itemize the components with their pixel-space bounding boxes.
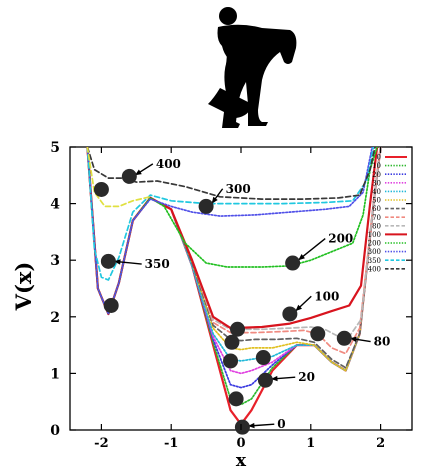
y-tick-label: 3 bbox=[50, 253, 60, 269]
legend-label-200: 200 bbox=[368, 240, 381, 248]
legend-label-60: 60 bbox=[372, 205, 381, 213]
marker-layer bbox=[93, 168, 352, 435]
legend-label-30: 30 bbox=[372, 179, 381, 187]
series-line-400 bbox=[86, 147, 376, 200]
y-tick-label: 2 bbox=[50, 310, 60, 326]
ball-marker bbox=[228, 391, 244, 407]
annotation-arrowhead-100 bbox=[295, 304, 303, 312]
legend-label-100: 100 bbox=[368, 231, 381, 239]
legend-label-350: 350 bbox=[368, 257, 381, 265]
y-tick-label: 4 bbox=[50, 197, 60, 213]
ball-marker bbox=[234, 419, 250, 435]
ball-marker bbox=[223, 353, 239, 369]
annotation-label-200: 200 bbox=[328, 232, 353, 246]
y-axis-label: V(x) bbox=[11, 262, 36, 312]
annotation-label-350: 350 bbox=[145, 257, 170, 271]
legend-label-50: 50 bbox=[372, 197, 381, 205]
legend-label-300: 300 bbox=[368, 248, 381, 256]
legend-label-80: 80 bbox=[372, 222, 381, 230]
ball-marker bbox=[336, 330, 352, 346]
annotation-arrowhead-350 bbox=[113, 259, 121, 265]
legend-label-0: 0 bbox=[377, 154, 381, 162]
series-line-350 bbox=[86, 147, 375, 281]
ball-marker bbox=[100, 253, 116, 269]
series-line-unnamed-14 bbox=[86, 147, 152, 208]
legend-label-20: 20 bbox=[372, 171, 381, 179]
x-tick-label: 2 bbox=[376, 436, 385, 451]
plot-frame bbox=[69, 146, 413, 431]
annotation-label-80: 80 bbox=[374, 335, 391, 349]
annotation-arrowhead-400 bbox=[134, 169, 142, 176]
x-tick-label: -2 bbox=[94, 436, 108, 451]
x-tick-label: 0 bbox=[236, 436, 245, 451]
legend-label-10: 10 bbox=[372, 162, 381, 170]
ball-marker bbox=[310, 326, 326, 342]
ball-marker bbox=[121, 168, 137, 184]
ball-marker bbox=[230, 321, 246, 337]
ball-marker bbox=[224, 334, 240, 350]
ball-marker bbox=[285, 255, 301, 271]
annotation-arrowhead-300 bbox=[211, 196, 218, 204]
annotation-label-100: 100 bbox=[314, 289, 339, 303]
shoveling-person-icon bbox=[208, 7, 297, 128]
annotation-arrowhead-20 bbox=[271, 375, 278, 382]
annotation-label-0: 0 bbox=[277, 417, 285, 431]
ball-marker bbox=[282, 306, 298, 322]
y-tick-label: 0 bbox=[50, 423, 60, 439]
annotation-arrowhead-0 bbox=[247, 422, 255, 429]
annotation-label-20: 20 bbox=[298, 370, 315, 384]
legend-label-400: 400 bbox=[368, 265, 381, 273]
y-tick-label: 5 bbox=[50, 140, 60, 156]
legend-label-70: 70 bbox=[372, 214, 381, 222]
ball-marker bbox=[198, 198, 214, 214]
ball-marker bbox=[103, 297, 119, 313]
annotation-label-300: 300 bbox=[226, 182, 251, 196]
x-tick-label: -1 bbox=[164, 436, 178, 451]
annotation-label-400: 400 bbox=[156, 157, 181, 171]
ball-marker bbox=[255, 350, 271, 366]
y-tick-label: 1 bbox=[50, 366, 60, 382]
legend-label-40: 40 bbox=[372, 188, 381, 196]
ball-marker bbox=[93, 181, 109, 197]
x-tick-label: 1 bbox=[306, 436, 315, 451]
annotation-arrowhead-200 bbox=[298, 254, 305, 261]
x-axis-label: x bbox=[236, 451, 247, 468]
ball-marker bbox=[257, 372, 273, 388]
